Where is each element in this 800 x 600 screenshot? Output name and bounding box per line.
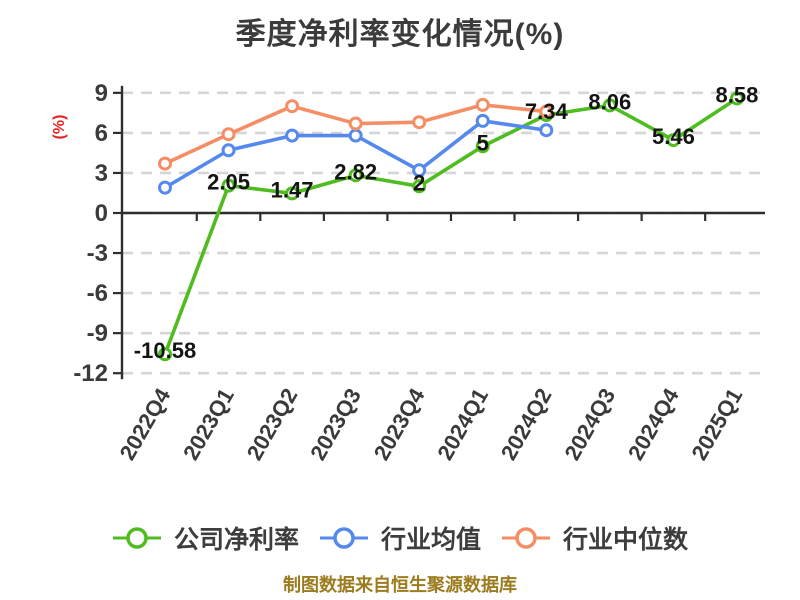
legend-item-company-net-margin[interactable]: 公司净利率 [112,520,299,556]
line-marker-icon [502,527,550,549]
data-point-marker [348,116,363,131]
data-point-marker [475,97,490,112]
legend-item-industry-median[interactable]: 行业中位数 [501,520,688,556]
data-point-marker [729,91,744,106]
y-tick-label: 9 [95,80,108,107]
y-tick-label: 0 [95,200,108,227]
chart-title: 季度净利率变化情况(%) [235,18,565,51]
data-point-label: -10.58 [134,338,196,363]
y-tick-label: 3 [95,160,108,187]
data-point-marker [475,113,490,128]
legend-item-label: 行业均值 [380,526,481,554]
y-tick-label: -12 [73,360,108,387]
data-point-marker [475,139,490,154]
data-point-marker [285,99,300,114]
x-tick-label: 2024Q4 [623,383,684,464]
data-point-marker [539,123,554,138]
y-tick-label: -9 [87,320,108,347]
x-tick-label: 2023Q3 [305,384,366,464]
data-point-marker [539,104,554,119]
x-tick-label: 2025Q1 [686,384,747,464]
data-point-label: 2 [413,170,425,195]
legend-item-label: 行业中位数 [563,526,689,554]
data-point-marker [158,180,172,195]
data-point-marker [285,128,300,143]
data-point-label: 5 [477,130,489,155]
data-source-note: 制图数据来自恒生聚源数据库 [283,575,517,595]
data-point-marker [412,163,427,178]
x-tick-label: 2023Q4 [369,383,430,464]
x-tick-label: 2023Q1 [178,384,239,464]
data-point-label: 2.82 [334,159,377,184]
line-marker-icon [112,527,161,549]
x-tick-label: 2023Q2 [242,384,303,464]
y-tick-label: 6 [95,120,108,147]
legend-item-industry-mean[interactable]: 行业均值 [319,520,481,556]
legend-item-label: 公司净利率 [173,526,299,554]
data-point-marker [285,186,300,201]
x-tick-label: 2024Q3 [559,384,620,464]
data-point-label: 1.47 [271,177,314,202]
x-tick-label: 2024Q1 [432,384,493,464]
data-point-label: 7.34 [525,99,569,124]
x-tick-label: 2024Q2 [496,384,557,464]
data-point-marker [221,127,236,142]
data-point-marker [666,133,681,148]
data-point-marker [221,178,236,193]
data-point-label: 8.06 [588,89,631,114]
series-line-0 [163,96,739,357]
data-point-marker [348,168,363,183]
data-point-marker [158,347,172,362]
y-tick-label: -6 [87,280,108,307]
data-point-marker [158,156,172,171]
data-point-label: 2.05 [207,170,250,195]
legend: 公司净利率 行业均值 行业中位数 [0,520,800,556]
data-point-marker [348,128,363,143]
y-tick-label: -3 [87,240,108,267]
data-point-marker [412,179,427,194]
line-marker-icon [319,527,368,549]
data-point-marker [602,98,617,113]
data-point-marker [221,143,236,158]
data-point-label: 5.46 [652,124,695,149]
x-tick-label: 2022Q4 [115,383,176,464]
data-point-label: 8.58 [716,82,759,107]
data-point-marker [412,115,427,130]
